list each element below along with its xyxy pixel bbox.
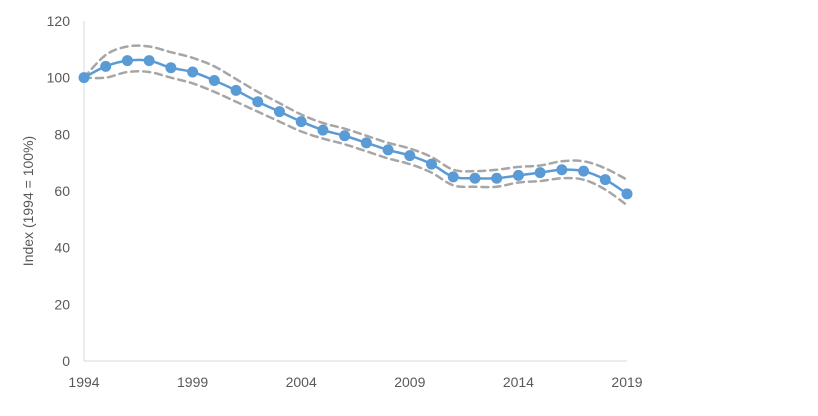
y-tick-label: 40 (54, 240, 70, 256)
data-point (230, 84, 242, 96)
data-point (469, 172, 481, 184)
data-point (512, 169, 524, 181)
y-tick-label: 120 (47, 13, 71, 29)
y-tick-labels: 0 20 40 60 80 100 120 (47, 13, 71, 369)
upper-bound-line (82, 44, 629, 181)
x-tick-label: 2004 (286, 374, 317, 390)
data-point (165, 62, 177, 74)
x-tick-label: 2014 (503, 374, 534, 390)
data-point (187, 66, 199, 78)
x-tick-label: 1994 (68, 374, 99, 390)
confidence-bands (82, 44, 629, 207)
data-point (599, 174, 611, 186)
y-tick-label: 100 (47, 70, 71, 86)
y-axis-label: Index (1994 = 100%) (20, 136, 36, 266)
data-point (252, 96, 264, 108)
y-tick-label: 80 (54, 126, 70, 142)
estimate-line (83, 58, 628, 195)
y-tick-label: 20 (54, 296, 70, 312)
data-point (295, 116, 307, 128)
data-point (621, 188, 633, 200)
lower-bound-line (82, 70, 629, 207)
data-point (534, 167, 546, 179)
x-tick-label: 2019 (611, 374, 642, 390)
data-point (404, 150, 416, 162)
data-point (426, 158, 438, 170)
data-point (447, 171, 459, 183)
y-tick-label: 60 (54, 183, 70, 199)
data-point (556, 164, 568, 176)
data-point (78, 72, 90, 84)
data-point (382, 144, 394, 156)
data-point (121, 55, 133, 67)
x-tick-labels: 1994 1999 2004 2009 2014 2019 (68, 374, 642, 390)
data-point (317, 124, 329, 136)
index-series (78, 55, 633, 200)
y-tick-label: 0 (62, 353, 70, 369)
data-point (208, 75, 220, 86)
data-point (360, 137, 372, 149)
data-point (100, 60, 112, 72)
data-point (143, 55, 155, 67)
data-point (339, 130, 351, 142)
data-point (578, 165, 590, 177)
x-tick-label: 1999 (177, 374, 208, 390)
data-point (491, 172, 503, 184)
x-tick-label: 2009 (394, 374, 425, 390)
data-point (273, 106, 285, 118)
